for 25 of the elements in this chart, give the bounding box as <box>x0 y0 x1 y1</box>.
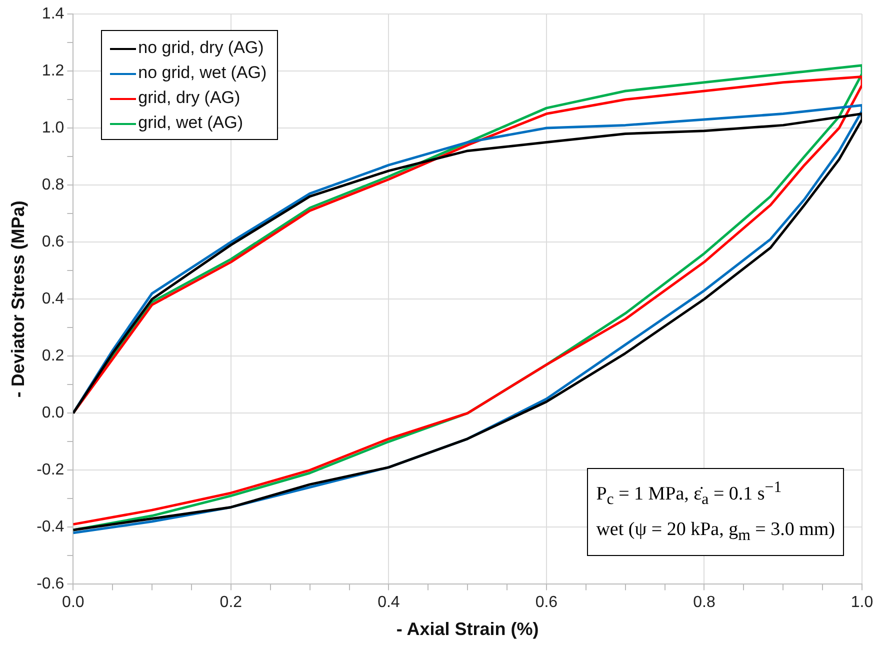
legend-label: grid, wet (AG) <box>138 113 244 132</box>
x-tick-label: 0.8 <box>693 594 716 612</box>
y-axis-title: - Deviator Stress (MPa) <box>8 200 28 398</box>
legend-label: no grid, dry (AG) <box>138 38 264 57</box>
annotation: P$_{c}$ = 1 MPa, ε̇$_{a}$ = 0.1 s$^{−1}$ <box>596 478 783 510</box>
x-tick-label: 0.0 <box>62 594 84 612</box>
legend-label: no grid, wet (AG) <box>138 63 267 82</box>
x-axis-title: - Axial Strain (%) <box>396 619 539 640</box>
y-tick-label: -0.6 <box>36 576 64 593</box>
y-tick-label: 0.8 <box>42 176 64 194</box>
y-tick-label: 1.0 <box>42 119 64 136</box>
x-tick-label: 0.6 <box>535 594 558 612</box>
y-tick-label: -0.2 <box>36 462 64 479</box>
y-tick-label: 1.2 <box>42 62 64 80</box>
y-tick-label: 1.4 <box>42 5 64 22</box>
x-tick-label: 0.2 <box>220 594 242 612</box>
x-tick-label: 0.4 <box>378 594 400 612</box>
y-tick-label: -0.4 <box>36 518 64 536</box>
annotation: wet (ψ = 20 kPa, g$_{m}$ = 3.0 mm) <box>596 518 835 546</box>
y-tick-label: 0.4 <box>42 290 64 308</box>
y-tick-label: 0.6 <box>42 233 64 250</box>
y-tick-label: 0.0 <box>42 404 64 422</box>
x-tick-label: 1.0 <box>850 594 874 612</box>
legend-label: grid, dry (AG) <box>138 88 240 107</box>
y-tick-label: 0.2 <box>42 348 64 365</box>
